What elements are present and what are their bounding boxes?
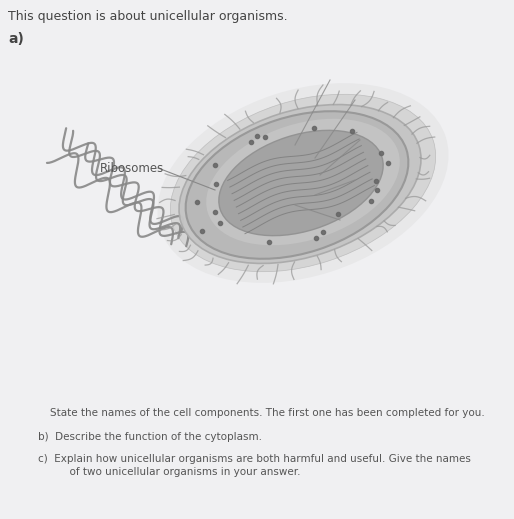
Text: State the names of the cell components. The first one has been completed for you: State the names of the cell components. … <box>50 408 485 418</box>
Ellipse shape <box>157 83 449 283</box>
Ellipse shape <box>179 104 421 264</box>
Text: Ribosomes: Ribosomes <box>100 161 164 174</box>
Text: a): a) <box>8 32 24 46</box>
Text: This question is about unicellular organisms.: This question is about unicellular organ… <box>8 10 288 23</box>
Text: c)  Explain how unicellular organisms are both harmful and useful. Give the name: c) Explain how unicellular organisms are… <box>38 454 471 464</box>
Text: of two unicellular organisms in your answer.: of two unicellular organisms in your ans… <box>50 467 301 477</box>
Ellipse shape <box>206 119 400 245</box>
Text: b)  Describe the function of the cytoplasm.: b) Describe the function of the cytoplas… <box>38 432 262 442</box>
Ellipse shape <box>170 94 436 272</box>
Ellipse shape <box>219 130 383 236</box>
Ellipse shape <box>186 111 408 259</box>
